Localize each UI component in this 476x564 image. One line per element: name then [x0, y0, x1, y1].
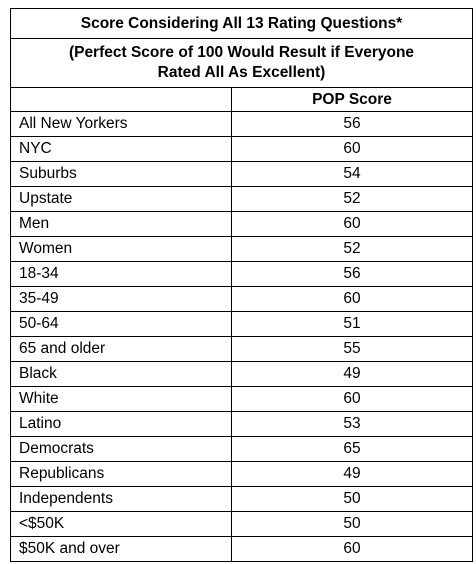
group-label: All New Yorkers — [10, 111, 232, 137]
subtitle-line-2: Rated All As Excellent) — [157, 64, 326, 81]
group-label: 65 and older — [10, 336, 232, 362]
table-row: Men 60 — [10, 211, 474, 237]
table-row: White 60 — [10, 386, 474, 412]
group-label: Democrats — [10, 436, 232, 462]
group-label: NYC — [10, 136, 232, 162]
pop-score-value: 50 — [230, 486, 474, 512]
pop-score-value: 53 — [230, 411, 474, 437]
pop-score-value: 55 — [230, 336, 474, 362]
pop-score-value: 60 — [230, 536, 474, 562]
table-row: NYC 60 — [10, 136, 474, 162]
pop-score-value: 60 — [230, 286, 474, 312]
pop-score-value: 52 — [230, 186, 474, 212]
table-row: <$50K 50 — [10, 511, 474, 537]
table-row: Independents 50 — [10, 486, 474, 512]
title-row: Score Considering All 13 Rating Question… — [9, 8, 474, 39]
pop-score-value: 65 — [230, 436, 474, 462]
pop-score-value: 51 — [230, 311, 474, 337]
pop-score-value: 50 — [230, 511, 474, 537]
pop-score-value: 52 — [230, 236, 474, 262]
group-label: Women — [10, 236, 232, 262]
pop-score-table: Score Considering All 13 Rating Question… — [9, 8, 474, 562]
table-row: 50-64 51 — [10, 311, 474, 337]
table-row: Latino 53 — [10, 411, 474, 437]
pop-score-value: 54 — [230, 161, 474, 187]
table-title: Score Considering All 13 Rating Question… — [9, 8, 474, 39]
group-label: Upstate — [10, 186, 232, 212]
group-label: Black — [10, 361, 232, 387]
group-label: 50-64 — [10, 311, 232, 337]
group-label: Independents — [10, 486, 232, 512]
group-label: <$50K — [10, 511, 232, 537]
pop-score-value: 60 — [230, 211, 474, 237]
subtitle-line-1: (Perfect Score of 100 Would Result if Ev… — [68, 44, 415, 61]
group-label: Republicans — [10, 461, 232, 487]
pop-score-value: 60 — [230, 386, 474, 412]
group-label: 18-34 — [10, 261, 232, 287]
subtitle-row: (Perfect Score of 100 Would Result if Ev… — [9, 38, 474, 88]
header-row: POP Score — [10, 87, 474, 112]
pop-score-value: 56 — [230, 111, 474, 137]
table-row: Democrats 65 — [10, 436, 474, 462]
pop-score-value: 49 — [230, 361, 474, 387]
group-label: Latino — [10, 411, 232, 437]
group-label: White — [10, 386, 232, 412]
table-row: All New Yorkers 56 — [10, 111, 474, 137]
group-column-header — [10, 87, 232, 112]
table-row: 65 and older 55 — [10, 336, 474, 362]
group-label: $50K and over — [10, 536, 232, 562]
pop-score-value: 56 — [230, 261, 474, 287]
group-label: Suburbs — [10, 161, 232, 187]
group-label: Men — [10, 211, 232, 237]
pop-score-value: 49 — [230, 461, 474, 487]
group-label: 35-49 — [10, 286, 232, 312]
table-subtitle: (Perfect Score of 100 Would Result if Ev… — [9, 38, 474, 88]
table-row: Black 49 — [10, 361, 474, 387]
table-row: Women 52 — [10, 236, 474, 262]
table-row: Republicans 49 — [10, 461, 474, 487]
table-row: Suburbs 54 — [10, 161, 474, 187]
table-row: $50K and over 60 — [10, 536, 474, 562]
table-row: 35-49 60 — [10, 286, 474, 312]
pop-score-column-header: POP Score — [230, 87, 474, 112]
pop-score-value: 60 — [230, 136, 474, 162]
table-row: Upstate 52 — [10, 186, 474, 212]
table-row: 18-34 56 — [10, 261, 474, 287]
